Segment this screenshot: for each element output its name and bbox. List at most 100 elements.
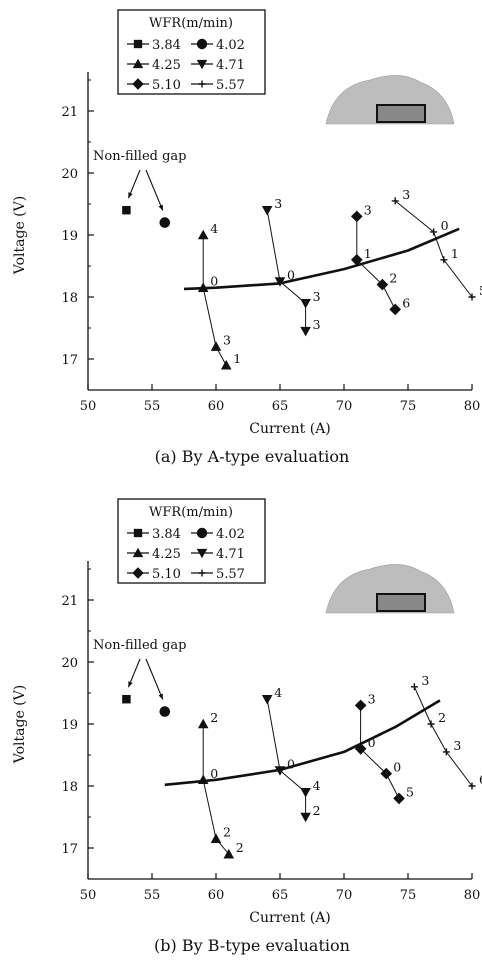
chart-a-x-tick-label: 50: [80, 399, 97, 414]
chart-a-legend-marker-marker: [198, 80, 206, 88]
chart-a-series-line: [394, 200, 473, 298]
chart-a-legend-marker-marker: [133, 39, 143, 49]
chart-b-y-tick-label: 21: [61, 594, 78, 609]
chart-a-data-point: [300, 326, 311, 337]
chart-b-data-point: [354, 699, 367, 712]
chart-a-data-point: [122, 205, 131, 215]
chart-a-point-label: 3: [313, 317, 321, 332]
chart-b-point-label: 0: [393, 760, 401, 775]
chart-b-legend-box: [117, 498, 266, 584]
chart-b-legend: WFR(m/min) 3.84 4.02 4.25 4.71 5.10 5.57: [117, 498, 266, 584]
chart-a-point-label: 3: [364, 202, 372, 217]
chart-a-data-point: [440, 256, 448, 264]
chart-b-point-label: 6: [479, 772, 482, 787]
chart-b-x-axis-label: Current (A): [249, 910, 331, 926]
chart-a-point-label: 1: [233, 351, 241, 366]
chart-a-y-tick-label: 19: [61, 229, 78, 244]
chart-a-x-axis-label: Current (A): [249, 421, 331, 437]
chart-b-bead-sketch: [325, 564, 455, 614]
chart-a-data-point: [220, 359, 232, 370]
chart-b-point-label: 2: [210, 710, 218, 725]
chart-a-legend-marker-marker: [132, 58, 144, 69]
chart-a-point-label: 1: [364, 246, 372, 261]
chart-b-data-point: [300, 787, 311, 798]
chart-a-data-point: [468, 293, 476, 301]
chart-a-data-point: [159, 217, 171, 228]
chart-b-legend-title: WFR(m/min): [149, 505, 233, 520]
chart-b-point-label: 2: [236, 840, 244, 855]
chart-b-point-label: 5: [406, 784, 414, 799]
chart-b-y-tick-label: 20: [61, 656, 78, 671]
chart-a-x-tick-label: 65: [272, 399, 289, 414]
chart-b-point-label: 2: [223, 825, 231, 840]
chart-b-annotation-arrowhead: [158, 693, 163, 700]
chart-a-point-label: 3: [402, 187, 410, 202]
chart-a-series-5.57: 3 01 5: [391, 187, 482, 301]
chart-a-data-point: [197, 229, 209, 240]
chart-b-annotation-arrow: [145, 658, 164, 700]
chart-a-annotation-arrowhead: [128, 192, 133, 199]
chart-a-series-4.02: [159, 217, 171, 228]
chart-a-annotation-arrow: [145, 169, 164, 211]
chart-b-data-point: [410, 683, 418, 691]
chart-b-legend-marker-marker: [132, 547, 144, 558]
chart-b-point-label: 0: [287, 757, 295, 772]
chart-b-y-tick-label: 19: [61, 718, 78, 733]
chart-b-point-label: 4: [274, 685, 282, 700]
chart-a-bead-sketch: [325, 75, 455, 125]
chart-a-point-label: 1: [451, 246, 459, 261]
chart-a-bead-rect: [376, 104, 426, 123]
chart-b-series-4.02: [159, 706, 171, 717]
chart-a-legend-title: WFR(m/min): [149, 16, 233, 31]
chart-b-data-point: [468, 782, 476, 790]
chart-b-data-point: [380, 767, 393, 780]
chart-b-x-tick-label: 65: [272, 888, 289, 903]
chart-b-data-point: [393, 792, 405, 805]
chart-b-legend-label: 3.84: [152, 527, 181, 542]
chart-b-x-tick-label: 55: [144, 888, 161, 903]
chart-b-data-point: [159, 706, 171, 717]
chart-b-x-tick-label: 70: [336, 888, 353, 903]
chart-a-x-tick-label: 70: [336, 399, 353, 414]
chart-b-x-tick-label: 75: [400, 888, 417, 903]
chart-a-series-4.71: 3 0 3 3: [261, 196, 321, 337]
chart-b-legend-label: 4.02: [216, 527, 245, 542]
chart-a-point-label: 3: [223, 333, 231, 348]
chart-a-data-point: [261, 205, 273, 216]
chart-a-x-tick-label: 75: [400, 399, 417, 414]
chart-a-legend-label: 5.57: [216, 78, 245, 93]
chart-b-caption: (b) By B-type evaluation: [154, 936, 350, 955]
chart-b-legend-marker-marker: [196, 527, 208, 539]
chart-a-point-label: 0: [441, 218, 449, 233]
chart-a-legend-box: [117, 9, 266, 95]
chart-a-y-tick-label: 17: [61, 353, 78, 368]
chart-a-y-tick-label: 21: [61, 105, 78, 120]
chart-b-data-point: [300, 812, 311, 823]
chart-b-annotation-arrowhead: [128, 681, 133, 688]
chart-b-data-point: [427, 720, 435, 728]
chart-a-data-point: [210, 341, 222, 351]
chart-a-annotation: Non-filled gap: [93, 149, 187, 164]
chart-a-x-tick-label: 60: [208, 399, 225, 414]
chart-a-legend: WFR(m/min) 3.84 4.02 4.25 4.71 5.10 5.57: [117, 9, 266, 95]
chart-a-legend-label: 3.84: [152, 38, 181, 53]
chart-panel-a: 50 55 60 65 70 75 80 17 18 19 20 21 Current (A) Volta…: [12, 9, 482, 466]
chart-b-y-axis-label: Voltage (V): [12, 685, 28, 764]
chart-b-series-line: [266, 699, 307, 817]
chart-panel-b: 50 55 60 65 70 75 80 17 18 19 20 21 Current (A) Volta…: [0, 489, 482, 978]
chart-b-legend-marker-marker: [133, 528, 143, 538]
chart-a-data-point: [391, 197, 399, 205]
chart-b-data-point: [223, 848, 235, 859]
chart-b-point-label: 3: [453, 738, 461, 753]
chart-a-data-point: [430, 228, 438, 236]
chart-a-legend-label: 4.02: [216, 38, 245, 53]
chart-a-series-line: [356, 216, 396, 310]
chart-a-point-label: 6: [402, 295, 410, 310]
chart-a-legend-marker-marker: [196, 38, 208, 50]
chart-a-series-5.10: 3 1 26: [350, 202, 410, 316]
chart-a-data-point: [300, 298, 311, 309]
